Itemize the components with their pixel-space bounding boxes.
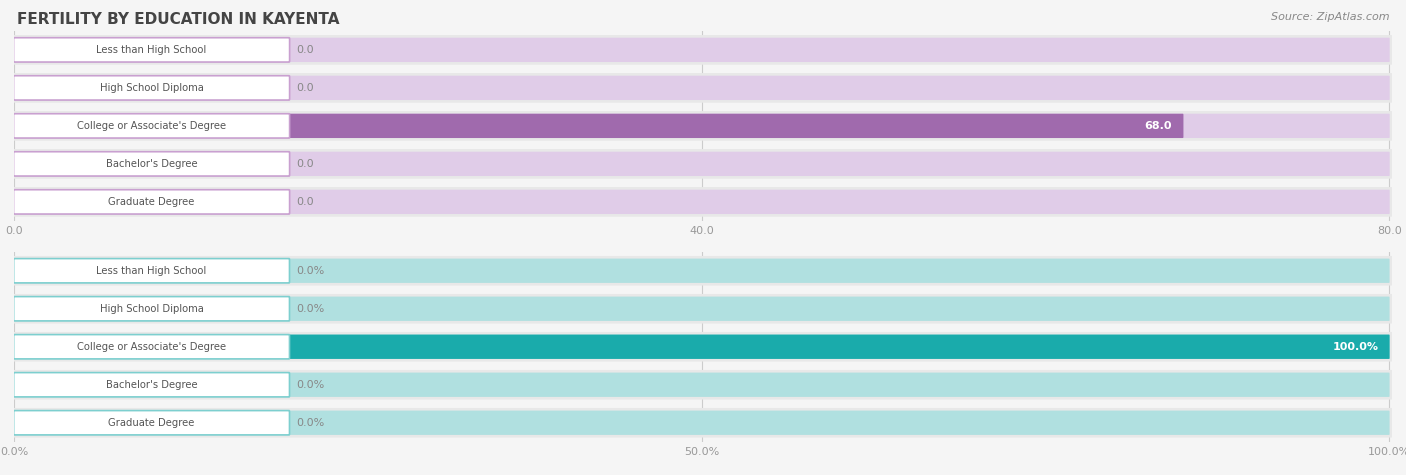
Text: 0.0%: 0.0% [295,418,325,428]
FancyBboxPatch shape [13,408,1392,437]
Text: 0.0: 0.0 [295,159,314,169]
FancyBboxPatch shape [14,334,1389,359]
FancyBboxPatch shape [14,114,1389,138]
FancyBboxPatch shape [14,334,1389,359]
Text: High School Diploma: High School Diploma [100,83,204,93]
Text: 68.0: 68.0 [1144,121,1173,131]
FancyBboxPatch shape [13,35,1392,65]
FancyBboxPatch shape [13,294,1392,323]
FancyBboxPatch shape [14,372,1389,397]
FancyBboxPatch shape [14,258,1389,283]
Text: Less than High School: Less than High School [97,45,207,55]
FancyBboxPatch shape [14,410,1389,435]
FancyBboxPatch shape [14,76,290,100]
FancyBboxPatch shape [14,114,290,138]
FancyBboxPatch shape [13,73,1392,103]
FancyBboxPatch shape [14,296,290,321]
FancyBboxPatch shape [14,334,290,359]
Text: 100.0%: 100.0% [1333,342,1378,352]
FancyBboxPatch shape [14,152,1389,176]
Text: 0.0: 0.0 [295,83,314,93]
Text: Bachelor's Degree: Bachelor's Degree [105,380,197,390]
FancyBboxPatch shape [14,296,1389,321]
Text: Source: ZipAtlas.com: Source: ZipAtlas.com [1271,12,1389,22]
FancyBboxPatch shape [13,111,1392,141]
Text: 0.0: 0.0 [295,45,314,55]
Text: Less than High School: Less than High School [97,266,207,276]
Text: Graduate Degree: Graduate Degree [108,197,195,207]
Text: FERTILITY BY EDUCATION IN KAYENTA: FERTILITY BY EDUCATION IN KAYENTA [17,12,339,27]
FancyBboxPatch shape [13,370,1392,399]
FancyBboxPatch shape [13,332,1392,361]
FancyBboxPatch shape [14,372,290,397]
FancyBboxPatch shape [13,149,1392,179]
Text: 0.0: 0.0 [295,197,314,207]
Text: Bachelor's Degree: Bachelor's Degree [105,159,197,169]
FancyBboxPatch shape [13,187,1392,217]
FancyBboxPatch shape [14,76,1389,100]
Text: 0.0%: 0.0% [295,380,325,390]
Text: College or Associate's Degree: College or Associate's Degree [77,121,226,131]
FancyBboxPatch shape [13,256,1392,285]
Text: 0.0%: 0.0% [295,304,325,314]
FancyBboxPatch shape [14,258,290,283]
Text: 0.0%: 0.0% [295,266,325,276]
FancyBboxPatch shape [14,38,290,62]
FancyBboxPatch shape [14,114,1184,138]
Text: College or Associate's Degree: College or Associate's Degree [77,342,226,352]
FancyBboxPatch shape [14,410,290,435]
FancyBboxPatch shape [14,190,290,214]
Text: High School Diploma: High School Diploma [100,304,204,314]
FancyBboxPatch shape [14,152,290,176]
FancyBboxPatch shape [14,190,1389,214]
Text: Graduate Degree: Graduate Degree [108,418,195,428]
FancyBboxPatch shape [14,38,1389,62]
